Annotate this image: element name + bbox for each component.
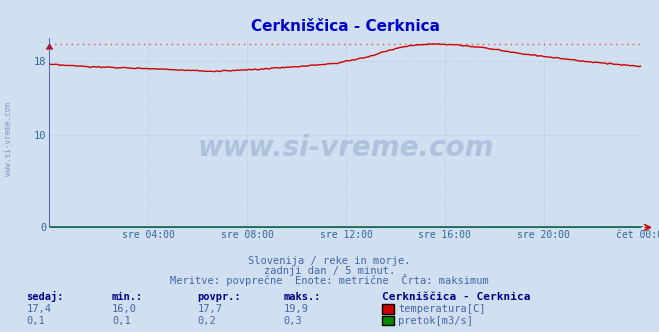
Text: Cerkniščica - Cerknica: Cerkniščica - Cerknica	[382, 292, 530, 302]
Text: pretok[m3/s]: pretok[m3/s]	[398, 316, 473, 326]
Text: 0,1: 0,1	[26, 316, 45, 326]
Text: 17,4: 17,4	[26, 304, 51, 314]
Text: temperatura[C]: temperatura[C]	[398, 304, 486, 314]
Text: min.:: min.:	[112, 292, 143, 302]
Text: www.si-vreme.com: www.si-vreme.com	[198, 134, 494, 162]
Text: sedaj:: sedaj:	[26, 291, 64, 302]
Text: 17,7: 17,7	[198, 304, 223, 314]
Text: Slovenija / reke in morje.: Slovenija / reke in morje.	[248, 256, 411, 266]
Text: 19,9: 19,9	[283, 304, 308, 314]
Text: 0,2: 0,2	[198, 316, 216, 326]
Title: Cerkniščica - Cerknica: Cerkniščica - Cerknica	[252, 19, 440, 34]
Text: 0,3: 0,3	[283, 316, 302, 326]
Text: 16,0: 16,0	[112, 304, 137, 314]
Text: zadnji dan / 5 minut.: zadnji dan / 5 minut.	[264, 266, 395, 276]
Text: 0,1: 0,1	[112, 316, 130, 326]
Text: Meritve: povprečne  Enote: metrične  Črta: maksimum: Meritve: povprečne Enote: metrične Črta:…	[170, 274, 489, 286]
Text: maks.:: maks.:	[283, 292, 321, 302]
Text: povpr.:: povpr.:	[198, 292, 241, 302]
Text: www.si-vreme.com: www.si-vreme.com	[4, 103, 13, 176]
